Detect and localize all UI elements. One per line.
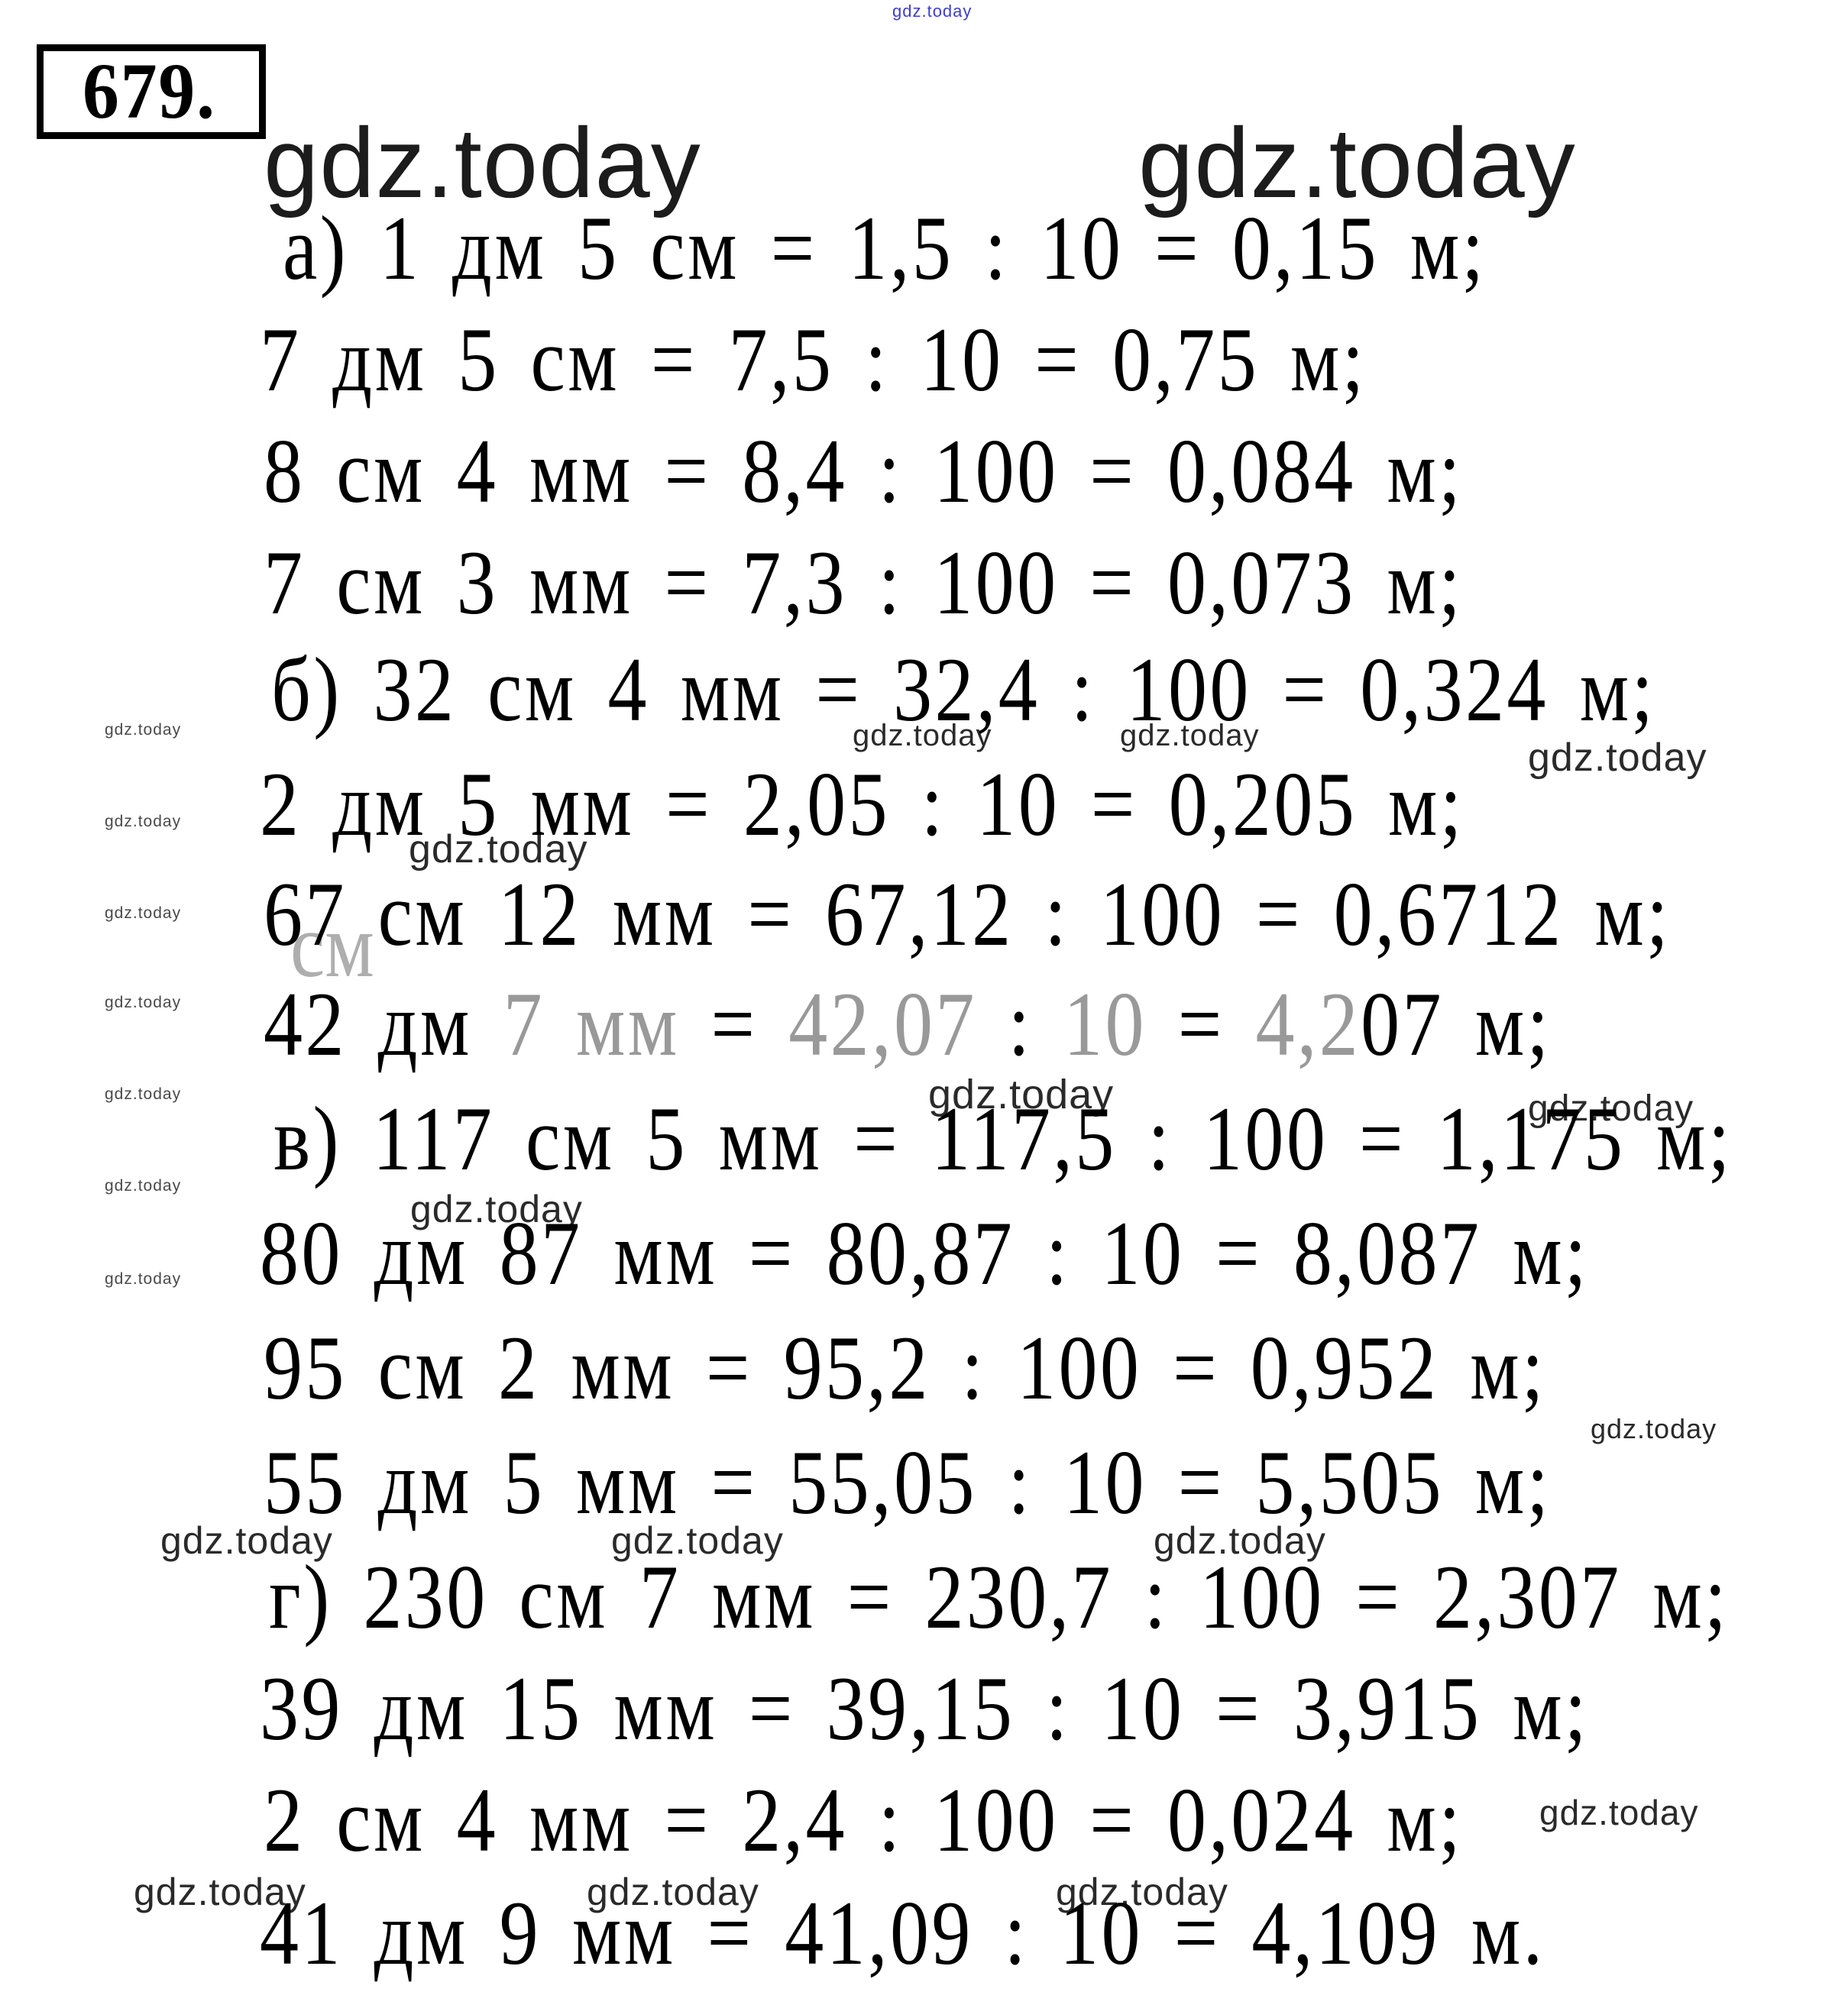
solution-line-6: 2 дм 5 мм = 2,05 : 10 = 0,205 м; — [260, 758, 1464, 850]
solution-line-16: 41 дм 9 мм = 41,09 : 10 = 4,109 м. — [260, 1887, 1545, 1979]
ghost-faded-text: см — [290, 894, 374, 996]
solution-line-11: 95 см 2 мм = 95,2 : 100 = 0,952 м; — [264, 1322, 1546, 1414]
gdz-today-watermark: gdz.today — [611, 1519, 784, 1562]
problem-number: 679. — [83, 47, 216, 135]
solution-line-7: 67 см 12 мм = 67,12 : 100 = 0,6712 м; — [264, 868, 1671, 960]
gdz-today-watermark: gdz.today — [105, 1085, 182, 1103]
solution-line-segment: 39 дм 15 мм = 39,15 : 10 = 3,915 м; — [260, 1657, 1589, 1759]
solution-line-9: в) 117 см 5 мм = 117,5 : 100 = 1,175 м; — [273, 1093, 1733, 1185]
gdz-today-watermark: gdz.today — [264, 107, 701, 218]
solution-line-1: а) 1 дм 5 см = 1,5 : 10 = 0,15 м; — [283, 202, 1486, 294]
gdz-today-watermark: gdz.today — [1120, 719, 1260, 752]
gdz-today-watermark: gdz.today — [105, 721, 182, 739]
solution-line-14: 39 дм 15 мм = 39,15 : 10 = 3,915 м; — [260, 1663, 1589, 1754]
solution-line-segment: 4,2 — [1255, 973, 1361, 1075]
gdz-today-watermark: gdz.today — [134, 1871, 306, 1913]
solution-line-segment: 10 — [1063, 973, 1178, 1075]
solution-line-segment: = — [1177, 973, 1256, 1075]
solution-line-segment: 42,07 — [788, 973, 1008, 1075]
solution-line-segment: 41 дм 9 мм = 41,09 : 10 = 4,109 м. — [260, 1882, 1545, 1984]
solution-line-segment: 07 м; — [1361, 973, 1552, 1075]
gdz-today-watermark: gdz.today — [1138, 107, 1576, 218]
gdz-today-watermark: gdz.today — [853, 719, 992, 752]
gdz-today-watermark: gdz.today — [410, 1188, 583, 1230]
gdz-today-watermark: gdz.today — [587, 1871, 759, 1913]
solution-line-segment: = — [710, 973, 789, 1075]
solution-line-8: 42 дм 7 мм = 42,07 : 10 = 4,207 м; — [264, 978, 1551, 1070]
gdz-today-watermark: gdz.today — [105, 1270, 182, 1288]
solution-line-segment: 80 дм 87 мм = 80,87 : 10 = 8,087 м; — [260, 1202, 1589, 1304]
solution-line-segment: г) 230 см 7 мм = 230,7 : 100 = 2,307 м; — [269, 1546, 1729, 1648]
solution-line-segment: 42 дм — [264, 973, 503, 1075]
solution-line-segment: 2 дм 5 мм = 2,05 : 10 = 0,205 м; — [260, 753, 1464, 855]
solution-line-13: г) 230 см 7 мм = 230,7 : 100 = 2,307 м; — [269, 1551, 1729, 1643]
solution-line-segment: 95 см 2 мм = 95,2 : 100 = 0,952 м; — [264, 1317, 1546, 1418]
solution-line-segment: 8 см 4 мм = 8,4 : 100 = 0,084 м; — [264, 420, 1463, 522]
solution-line-12: 55 дм 5 мм = 55,05 : 10 = 5,505 м; — [264, 1437, 1551, 1528]
solution-line-5: б) 32 см 4 мм = 32,4 : 100 = 0,324 м; — [271, 644, 1655, 736]
solution-line-segment: в) 117 см 5 мм = 117,5 : 100 = 1,175 м; — [273, 1088, 1733, 1189]
gdz-today-watermark: gdz.today — [1528, 1088, 1694, 1129]
solution-line-segment: 7 мм — [503, 973, 711, 1075]
solution-line-10: 80 дм 87 мм = 80,87 : 10 = 8,087 м; — [260, 1208, 1589, 1299]
solution-line-3: 8 см 4 мм = 8,4 : 100 = 0,084 м; — [264, 425, 1463, 517]
gdz-today-watermark: gdz.today — [1539, 1793, 1699, 1832]
gdz-today-watermark: gdz.today — [1591, 1413, 1717, 1444]
solution-line-segment: а) 1 дм 5 см = 1,5 : 10 = 0,15 м; — [283, 197, 1487, 299]
solution-line-segment: 7 дм 5 см = 7,5 : 10 = 0,75 м; — [260, 309, 1367, 410]
solution-line-segment: 67 см 12 мм = 67,12 : 100 = 0,6712 м; — [264, 863, 1671, 965]
gdz-today-watermark: gdz.today — [1528, 736, 1707, 780]
gdz-today-watermark: gdz.today — [105, 813, 182, 830]
solution-line-4: 7 см 3 мм = 7,3 : 100 = 0,073 м; — [264, 537, 1463, 629]
gdz-today-watermark: gdz.today — [160, 1519, 333, 1562]
solution-line-segment: б) 32 см 4 мм = 32,4 : 100 = 0,324 м; — [271, 639, 1656, 740]
solution-line-15: 2 см 4 мм = 2,4 : 100 = 0,024 м; — [264, 1774, 1463, 1866]
solution-line-segment: 7 см 3 мм = 7,3 : 100 = 0,073 м; — [264, 532, 1463, 633]
solution-line-2: 7 дм 5 см = 7,5 : 10 = 0,75 м; — [260, 314, 1367, 406]
gdz-today-watermark: gdz.today — [892, 2, 973, 21]
gdz-today-watermark: gdz.today — [105, 994, 182, 1011]
gdz-today-watermark: gdz.today — [928, 1072, 1115, 1117]
gdz-today-watermark: gdz.today — [105, 904, 182, 922]
gdz-today-watermark: gdz.today — [1056, 1871, 1228, 1913]
solution-line-segment: 55 дм 5 мм = 55,05 : 10 = 5,505 м; — [264, 1431, 1552, 1533]
gdz-today-watermark: gdz.today — [1154, 1519, 1326, 1562]
solution-line-segment: : — [1008, 973, 1064, 1075]
gdz-today-watermark: gdz.today — [105, 1177, 182, 1195]
problem-number-box: 679. — [37, 44, 266, 139]
gdz-today-watermark: gdz.today — [409, 827, 588, 872]
solution-line-segment: 2 см 4 мм = 2,4 : 100 = 0,024 м; — [264, 1769, 1463, 1871]
